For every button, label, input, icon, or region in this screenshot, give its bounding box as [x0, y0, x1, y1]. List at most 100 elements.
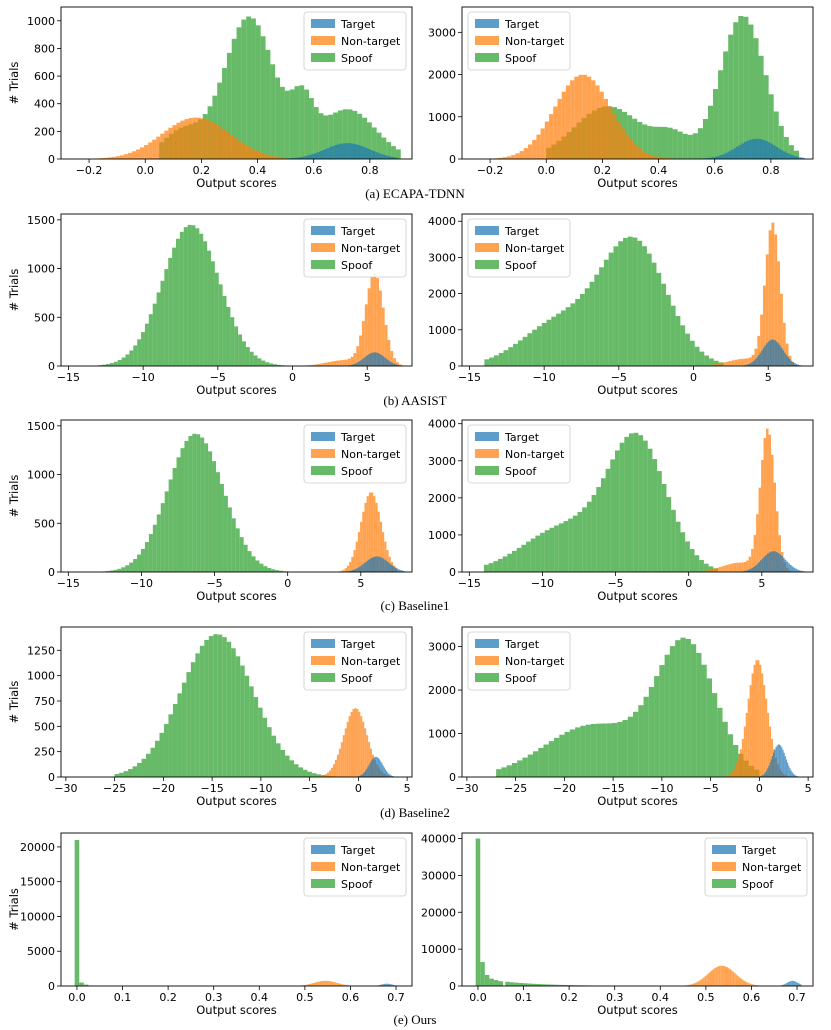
- bar-non-target: [176, 122, 181, 159]
- bar-spoof: [523, 983, 528, 986]
- bar-spoof: [186, 672, 191, 777]
- bar-target: [753, 566, 755, 572]
- bar-spoof: [257, 358, 262, 366]
- bar-non-target: [316, 364, 320, 366]
- x-tick-label: 0: [690, 371, 697, 384]
- x-tick-label: 0.6: [342, 991, 360, 1004]
- bar-non-target: [633, 144, 638, 159]
- bar-spoof: [569, 729, 576, 777]
- x-tick-label: 0.4: [251, 991, 269, 1004]
- bar-spoof: [239, 537, 244, 572]
- bar-target: [382, 765, 384, 777]
- bar-spoof: [236, 27, 242, 159]
- bar-target: [794, 363, 796, 366]
- bar-target: [761, 775, 763, 777]
- bar-non-target: [168, 127, 173, 159]
- x-tick-label: −0.2: [76, 164, 103, 177]
- bar-target: [309, 154, 313, 159]
- legend-swatch-spoof: [311, 879, 335, 888]
- bar-non-target: [356, 709, 359, 777]
- legend-label: Target: [340, 225, 376, 238]
- bar-spoof: [241, 19, 247, 159]
- x-tick-label: −20: [152, 782, 175, 795]
- bar-non-target: [119, 155, 124, 159]
- bar-non-target: [712, 969, 715, 986]
- bar-target: [797, 364, 799, 366]
- bar-spoof: [163, 723, 169, 777]
- bar-target: [382, 984, 384, 986]
- bar-target: [395, 364, 397, 366]
- bar-spoof: [498, 352, 504, 366]
- x-tick-label: −10: [130, 577, 153, 590]
- bar-spoof: [204, 639, 209, 777]
- bar-spoof: [613, 246, 619, 366]
- bar-spoof: [223, 495, 228, 572]
- bar-target: [371, 557, 373, 572]
- bar-non-target: [339, 983, 342, 986]
- y-axis-label: # Trials: [7, 681, 21, 724]
- bar-non-target: [322, 363, 326, 366]
- axes-frame: [461, 213, 814, 367]
- bar-non-target: [346, 565, 350, 572]
- x-tick-label: 0.3: [606, 991, 624, 1004]
- bar-target: [352, 570, 354, 572]
- bar-spoof: [109, 570, 114, 572]
- bar-spoof: [489, 357, 494, 366]
- bar-spoof: [556, 313, 561, 366]
- bar-non-target: [557, 98, 562, 159]
- bar-spoof: [543, 744, 549, 777]
- bar-target: [795, 364, 798, 366]
- bar-target: [386, 771, 388, 777]
- y-tick-label: 0: [48, 980, 55, 993]
- bar-spoof: [275, 570, 280, 572]
- bar-target: [379, 985, 381, 986]
- bar-target: [391, 362, 393, 366]
- bar-spoof: [357, 113, 363, 159]
- legend: Target Non-target Spoof: [467, 218, 571, 278]
- bar-spoof: [605, 468, 611, 572]
- bar-non-target: [731, 360, 735, 366]
- bar-spoof: [240, 665, 245, 777]
- bar-target: [372, 557, 374, 572]
- bar-non-target: [718, 567, 722, 572]
- bar-target: [751, 139, 755, 159]
- bar-spoof: [509, 982, 515, 986]
- bar-non-target: [695, 982, 698, 986]
- x-tick-label: 0.6: [305, 164, 323, 177]
- bar-target: [789, 981, 791, 986]
- bar-spoof: [271, 735, 277, 777]
- legend: Target Non-target Spoof: [704, 837, 808, 897]
- bar-target: [368, 354, 370, 366]
- bar-spoof: [488, 563, 494, 572]
- bar-non-target: [368, 492, 372, 572]
- bar-non-target: [728, 968, 730, 986]
- bar-spoof: [152, 524, 157, 572]
- bar-target: [791, 566, 794, 572]
- bar-spoof: [733, 744, 739, 777]
- bar-non-target: [736, 562, 739, 572]
- x-tick-label: −5: [607, 577, 623, 590]
- bar-non-target: [754, 984, 756, 986]
- bar-non-target: [224, 132, 230, 159]
- bar-non-target: [724, 966, 727, 986]
- x-tick-label: 0.3: [205, 991, 223, 1004]
- bar-spoof: [133, 345, 138, 366]
- legend-swatch-non-target: [475, 656, 499, 665]
- bar-non-target: [379, 521, 383, 572]
- bar-non-target: [549, 114, 554, 159]
- bar-spoof: [783, 137, 789, 159]
- bar-non-target: [313, 982, 315, 986]
- bar-spoof: [219, 483, 224, 572]
- bar-non-target: [359, 335, 362, 366]
- bar-spoof: [313, 107, 319, 159]
- bar-non-target: [743, 980, 746, 986]
- bar-spoof: [642, 246, 647, 366]
- bar-target: [791, 155, 795, 159]
- bar-spoof: [249, 686, 254, 777]
- bar-spoof: [212, 461, 217, 572]
- bar-target: [383, 984, 385, 986]
- bar-target: [775, 552, 778, 572]
- y-tick-label: 3000: [428, 641, 456, 654]
- bar-non-target: [711, 364, 715, 366]
- y-tick-label: 0: [449, 980, 456, 993]
